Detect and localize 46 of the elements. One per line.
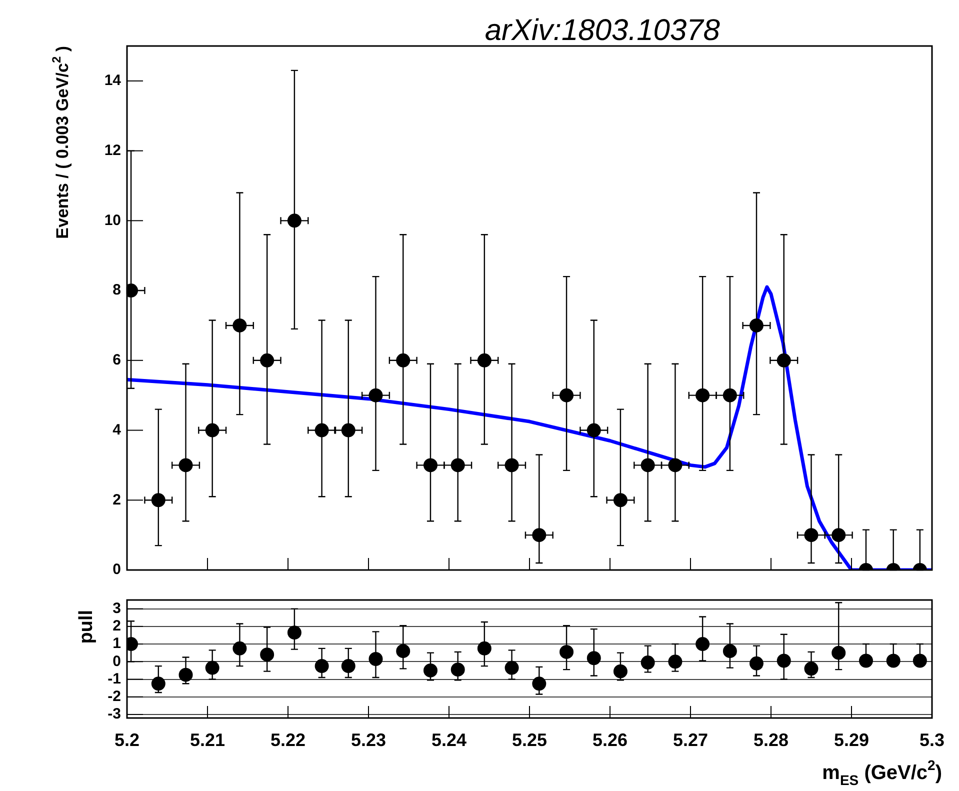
y-tick-label: 4 — [112, 421, 122, 438]
x-tick-label: 5.22 — [270, 730, 306, 750]
point — [151, 676, 166, 691]
point — [776, 654, 791, 668]
annotation: arXiv:1803.10378 — [484, 14, 720, 47]
y-tick-label: 6 — [112, 352, 121, 369]
x-tick-label: 5.26 — [592, 730, 628, 750]
y-tick-label: -2 — [108, 688, 121, 706]
point — [450, 662, 465, 677]
y-tick-label: -1 — [108, 670, 121, 688]
point — [477, 641, 492, 656]
x-tick-label: 5.23 — [350, 730, 386, 750]
point — [722, 644, 737, 658]
y-axis-title: Events / ( 0.003 GeV/c2 ) — [49, 46, 72, 239]
point — [613, 664, 628, 678]
y-tick-label: 2 — [112, 491, 121, 508]
x-tick-label: 5.2 — [114, 730, 140, 750]
x-tick-label: 5.27 — [672, 730, 708, 750]
x-tick-label: 5.28 — [753, 730, 789, 750]
point — [858, 654, 873, 668]
y-tick-label: 1 — [112, 635, 121, 652]
point — [696, 637, 710, 652]
y-tick-label: 0 — [112, 561, 121, 578]
point — [341, 659, 356, 674]
y-tick-label: 10 — [104, 212, 121, 229]
x-tick-label: 5.25 — [512, 730, 548, 750]
point — [586, 651, 601, 666]
point — [832, 646, 846, 660]
point — [750, 656, 764, 670]
point — [396, 644, 410, 658]
y-tick-label: 8 — [112, 282, 121, 299]
y-tick-label: -3 — [108, 706, 121, 723]
x-tick-label: 5.24 — [431, 730, 467, 750]
y-axis-title: pull — [76, 610, 97, 644]
point — [287, 626, 302, 640]
point — [560, 644, 574, 659]
point — [423, 663, 438, 678]
y-tick-label: 14 — [104, 72, 122, 90]
y-tick-label: 2 — [112, 618, 121, 635]
y-tick-label: 0 — [112, 652, 121, 670]
y-tick-label: 12 — [104, 142, 121, 159]
point — [260, 648, 274, 662]
x-tick-label: 5.21 — [190, 730, 226, 750]
x-tick-label: 5.29 — [834, 730, 870, 750]
y-tick-label: 3 — [112, 600, 121, 617]
x-tick-label: 5.3 — [919, 730, 945, 750]
